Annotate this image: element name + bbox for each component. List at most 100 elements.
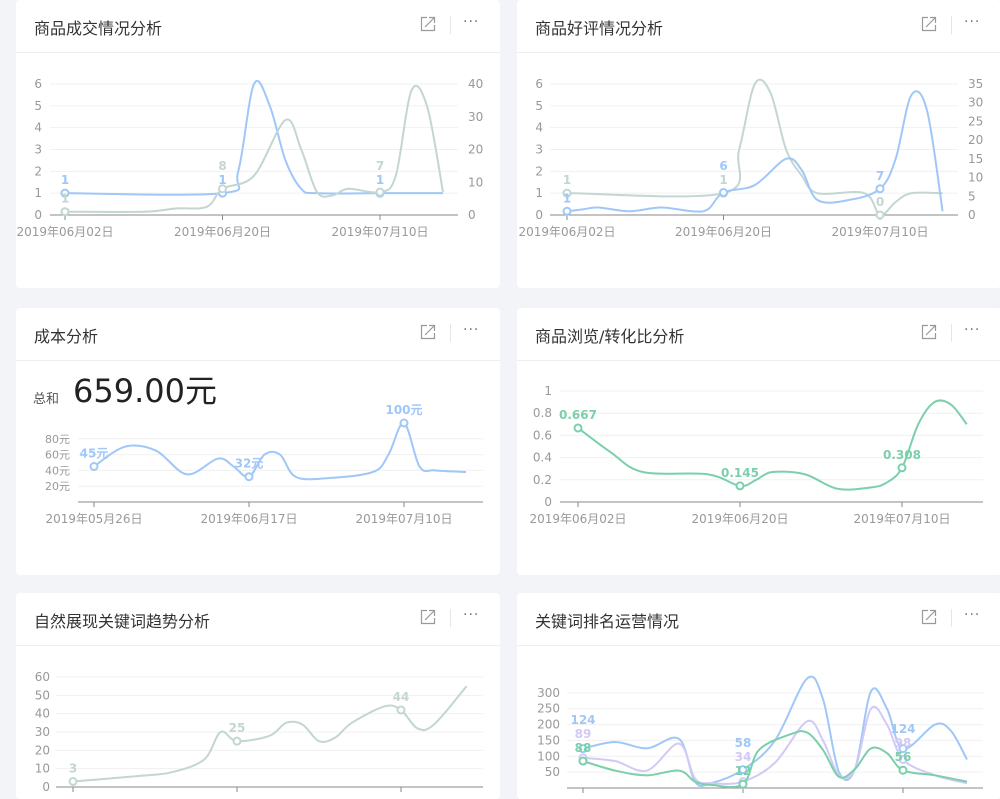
data-label: 1 — [563, 191, 571, 205]
data-point — [738, 779, 748, 789]
card-title: 商品浏览/转化比分析 — [535, 327, 685, 346]
more-horizontal-icon[interactable]: ··· — [964, 322, 981, 338]
data-point — [875, 210, 885, 220]
y-right-tick-label: 30 — [968, 96, 983, 110]
card-conversion-analysis: 商品浏览/转化比分析 ··· 0 0.2 0.4 0.6 0.8 1 2019年06月02日… — [517, 308, 1000, 575]
divider — [951, 324, 952, 342]
y-tick-label: 10 — [35, 762, 50, 776]
more-horizontal-icon[interactable]: ··· — [964, 607, 981, 623]
x-tick-label: 2019年07月10日 — [331, 225, 428, 239]
y-right-tick-label: 10 — [968, 171, 983, 185]
card-header: 关键词排名运营情况 ··· — [517, 593, 1000, 646]
x-tick-label: 2019年07月10日 — [831, 225, 928, 239]
series-line — [93, 422, 467, 481]
data-point — [232, 736, 242, 746]
data-point — [89, 461, 99, 471]
data-label: 124 — [570, 713, 595, 727]
y-tick-label: 3 — [535, 143, 543, 157]
data-point — [562, 188, 572, 198]
data-label: 89 — [575, 727, 592, 741]
x-tick-label: 2019年06月02日 — [529, 512, 626, 526]
y-tick-label: 60元 — [45, 449, 70, 462]
card-title: 商品好评情况分析 — [535, 19, 664, 38]
y-right-tick-label: 0 — [968, 208, 976, 222]
data-label: 0.308 — [883, 448, 921, 462]
y-tick-label: 200 — [537, 718, 560, 732]
line-chart: 20元 40元 60元 80元 2019年05月26日 2019年06月17日 2019年0… — [45, 403, 483, 526]
y-tick-label: 0.8 — [533, 406, 552, 420]
y-tick-label: 0.6 — [533, 428, 552, 442]
data-label: 12 — [735, 764, 752, 778]
y-right-tick-label: 15 — [968, 152, 983, 166]
line-chart: 0 10 20 30 40 50 60 3 25 44 — [35, 670, 483, 794]
card-title: 关键词排名运营情况 — [535, 612, 680, 631]
y-tick-label: 4 — [535, 121, 543, 135]
y-right-tick-label: 40 — [468, 77, 483, 91]
data-label: 3 — [69, 762, 77, 776]
x-tick-label: 2019年07月10日 — [355, 512, 452, 526]
y-tick-label: 0 — [544, 495, 552, 509]
x-tick-label: 2019年06月02日 — [16, 225, 113, 239]
data-point — [573, 423, 583, 433]
y-tick-label: 40 — [35, 707, 50, 721]
data-point — [244, 472, 254, 482]
card-keyword-trend: 自然展现关键词趋势分析 ··· 0 10 20 30 40 50 60 3 25 44 — [16, 593, 500, 799]
y-tick-label: 0.4 — [533, 451, 552, 465]
data-label: 100元 — [385, 403, 422, 417]
y-tick-label: 80元 — [45, 433, 70, 446]
data-label: 7 — [876, 169, 884, 183]
x-tick-label: 2019年06月20日 — [691, 512, 788, 526]
y-tick-label: 20元 — [45, 480, 70, 493]
x-tick-label: 2019年06月20日 — [174, 225, 271, 239]
data-label: 32元 — [235, 457, 264, 471]
data-point — [898, 754, 908, 764]
data-point — [68, 777, 78, 786]
data-point — [399, 418, 409, 428]
y-tick-label: 0 — [34, 208, 42, 222]
card-deal-analysis: 商品成交情况分析 ··· 0 1 2 3 4 5 6 0 10 20 30 40 2019年06月02日… — [16, 0, 500, 288]
external-link-icon[interactable] — [921, 609, 937, 625]
y-tick-label: 2 — [34, 164, 42, 178]
y-right-tick-label: 20 — [968, 133, 983, 147]
data-point — [735, 481, 745, 491]
external-link-icon[interactable] — [420, 324, 436, 340]
external-link-icon[interactable] — [921, 324, 937, 340]
y-tick-label: 100 — [537, 749, 560, 763]
card-review-analysis: 商品好评情况分析 ··· 0 1 2 3 4 5 6 0 5 10 15 20 25 30 35 2019年0… — [517, 0, 1000, 288]
y-tick-label: 1 — [535, 186, 543, 200]
data-label: 1 — [218, 173, 226, 187]
x-tick-label: 2019年05月26日 — [45, 512, 142, 526]
y-tick-label: 6 — [34, 77, 42, 91]
card-title: 商品成交情况分析 — [34, 19, 163, 38]
more-horizontal-icon[interactable]: ··· — [463, 607, 480, 623]
y-tick-label: 0 — [42, 780, 50, 794]
series-line — [64, 80, 443, 196]
data-label: 44 — [393, 690, 410, 704]
external-link-icon[interactable] — [921, 16, 937, 32]
card-header: 商品浏览/转化比分析 ··· — [517, 308, 1000, 361]
divider — [951, 16, 952, 34]
data-point — [578, 756, 588, 766]
y-tick-label: 60 — [35, 670, 50, 684]
data-point — [562, 206, 572, 216]
card-cost-analysis: 成本分析 ··· 总和 659.00元 20元 40元 60元 80元 2019年05月… — [16, 308, 500, 575]
more-horizontal-icon[interactable]: ··· — [964, 14, 981, 30]
data-label: 0.667 — [559, 408, 597, 422]
x-tick-label: 2019年06月17日 — [200, 512, 297, 526]
y-right-tick-label: 0 — [468, 208, 476, 222]
card-keyword-ranking: 关键词排名运营情况 ··· 50 100 150 200 250 300 88 89 124 12… — [517, 593, 1000, 799]
more-horizontal-icon[interactable]: ··· — [463, 322, 480, 338]
y-right-tick-label: 35 — [968, 77, 983, 91]
data-label: 0.145 — [721, 466, 759, 480]
external-link-icon[interactable] — [420, 16, 436, 32]
data-point — [898, 765, 908, 775]
y-tick-label: 40元 — [45, 464, 70, 477]
y-tick-label: 150 — [537, 733, 560, 747]
more-horizontal-icon[interactable]: ··· — [463, 14, 480, 30]
external-link-icon[interactable] — [420, 609, 436, 625]
card-header: 商品成交情况分析 ··· — [16, 0, 500, 53]
x-tick-label: 2019年06月20日 — [675, 225, 772, 239]
y-tick-label: 3 — [34, 143, 42, 157]
